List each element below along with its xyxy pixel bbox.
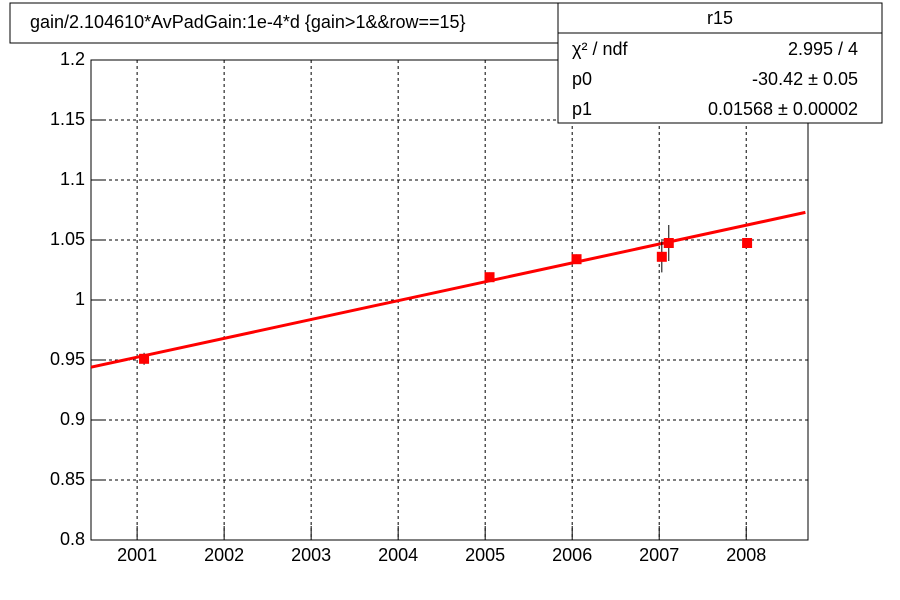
point bbox=[484, 272, 495, 283]
plot-frame bbox=[90, 59, 809, 541]
point bbox=[656, 251, 667, 262]
x-tick-label: 2008 bbox=[726, 545, 766, 565]
y-tick-label: 0.9 bbox=[60, 409, 85, 429]
chart-title: gain/2.104610*AvPadGain:1e-4*d {gain>1&&… bbox=[30, 12, 466, 32]
x-tick-label: 2002 bbox=[204, 545, 244, 565]
fit-line bbox=[90, 210, 806, 369]
x-tick-label: 2006 bbox=[552, 545, 592, 565]
x-tick-label: 2004 bbox=[378, 545, 418, 565]
y-tick-label: 0.8 bbox=[60, 529, 85, 549]
marks bbox=[90, 210, 806, 369]
y-tick-label: 1.15 bbox=[50, 109, 85, 129]
y-tick-label: 1.05 bbox=[50, 229, 85, 249]
stats-title: r15 bbox=[707, 8, 733, 28]
x-tick-label: 2003 bbox=[291, 545, 331, 565]
y-tick-label: 0.85 bbox=[50, 469, 85, 489]
y-tick-label: 1.1 bbox=[60, 169, 85, 189]
stats-value: 2.995 / 4 bbox=[788, 39, 858, 59]
stats-label: p0 bbox=[572, 69, 592, 89]
x-tick-label: 2007 bbox=[639, 545, 679, 565]
stats-value: 0.01568 ± 0.00002 bbox=[708, 99, 858, 119]
x-tick-label: 2005 bbox=[465, 545, 505, 565]
point bbox=[663, 238, 674, 248]
y-tick-label: 1 bbox=[75, 289, 85, 309]
point bbox=[571, 254, 582, 265]
point bbox=[742, 238, 753, 248]
stats-label: p1 bbox=[572, 99, 592, 119]
stats-label: χ² / ndf bbox=[572, 39, 628, 59]
grid bbox=[91, 59, 808, 541]
y-tick-label: 0.95 bbox=[50, 349, 85, 369]
stats-box bbox=[557, 2, 883, 124]
point bbox=[139, 353, 150, 364]
stats-value: -30.42 ± 0.05 bbox=[752, 69, 858, 89]
y-tick-label: 1.2 bbox=[60, 49, 85, 69]
x-tick-label: 2001 bbox=[117, 545, 157, 565]
